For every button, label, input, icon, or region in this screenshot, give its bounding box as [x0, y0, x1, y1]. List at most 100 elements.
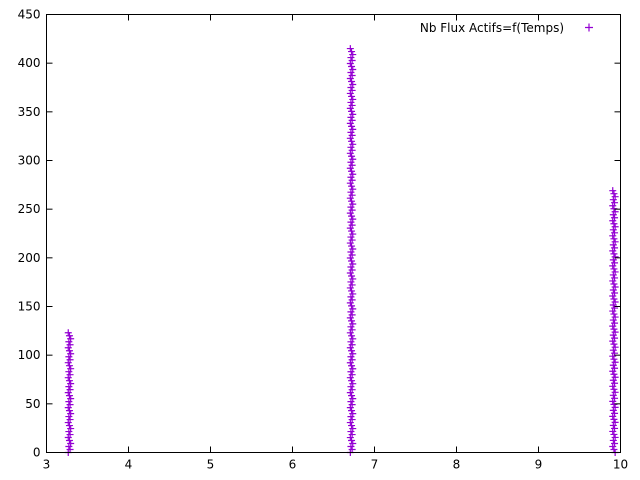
data-point	[64, 389, 72, 397]
y-tick-label: 450	[18, 8, 41, 22]
data-point	[347, 233, 355, 241]
data-point	[609, 421, 617, 429]
data-point	[609, 196, 617, 204]
data-point	[609, 241, 617, 249]
data-point	[609, 277, 617, 285]
data-point	[65, 428, 73, 436]
data-point	[347, 383, 355, 391]
data-point	[348, 377, 356, 385]
data-point	[609, 271, 617, 279]
data-point	[346, 314, 354, 322]
legend-label: Nb Flux Actifs=f(Temps)	[420, 21, 564, 35]
data-point	[610, 370, 618, 378]
data-point	[609, 376, 617, 384]
data-point	[609, 187, 617, 195]
data-point	[346, 434, 354, 442]
data-cluster	[64, 329, 75, 456]
data-point	[609, 412, 617, 420]
data-point	[610, 280, 618, 288]
data-point	[347, 323, 355, 331]
legend-plus-mark	[585, 23, 593, 32]
data-point	[64, 434, 72, 442]
data-point	[609, 436, 617, 444]
data-point	[348, 362, 356, 370]
data-point	[609, 331, 617, 339]
data-point	[610, 235, 618, 243]
data-point	[609, 427, 617, 435]
data-point	[346, 104, 354, 112]
data-point	[65, 362, 73, 370]
data-point	[348, 422, 356, 430]
legend-marker-icon	[585, 23, 593, 32]
data-point	[348, 242, 356, 250]
x-tick-label: 7	[371, 458, 379, 472]
data-point	[610, 385, 618, 393]
data-point	[348, 332, 356, 340]
y-axis: 0 50 100 150 200 250 300 350 400 450	[18, 8, 621, 460]
y-tick-label: 400	[18, 56, 41, 70]
data-point	[609, 211, 617, 219]
data-point	[346, 239, 354, 247]
data-point	[346, 269, 354, 277]
data-point	[65, 368, 73, 376]
data-point	[346, 419, 354, 427]
data-point	[609, 286, 617, 294]
data-point	[609, 247, 617, 255]
x-tick-label: 4	[125, 458, 133, 472]
data-point	[346, 89, 354, 97]
data-point	[610, 310, 618, 318]
data-point	[348, 392, 356, 400]
data-point	[348, 152, 356, 160]
data-point	[610, 355, 618, 363]
x-tick-label: 8	[453, 458, 461, 472]
data-point	[346, 45, 354, 53]
data-point	[610, 220, 618, 228]
data-point	[65, 398, 73, 406]
x-tick-label: 5	[207, 458, 215, 472]
data-point	[348, 122, 356, 130]
y-tick-label: 50	[25, 397, 40, 411]
data-point	[609, 391, 617, 399]
data-point	[610, 445, 618, 453]
data-point	[609, 217, 617, 225]
data-point	[346, 179, 354, 187]
y-tick-label: 150	[18, 300, 41, 314]
plot-frame	[46, 14, 621, 453]
data-point	[64, 329, 72, 337]
data-point	[348, 317, 356, 325]
x-tick-label: 9	[535, 458, 543, 472]
data-point	[609, 322, 617, 330]
data-point	[64, 404, 72, 412]
data-point	[65, 377, 73, 385]
data-point	[348, 92, 356, 100]
data-point	[347, 353, 355, 361]
data-point	[610, 415, 618, 423]
data-point	[346, 134, 354, 142]
data-point	[609, 292, 617, 300]
data-point	[347, 158, 355, 166]
data-point	[65, 413, 73, 421]
data-point	[346, 164, 354, 172]
data-point	[347, 278, 355, 286]
data-point	[347, 368, 355, 376]
data-point	[65, 347, 73, 355]
data-point	[346, 344, 354, 352]
data-point	[347, 263, 355, 271]
data-point	[346, 149, 354, 157]
data-point	[347, 98, 355, 106]
data-point	[610, 325, 618, 333]
data-point	[348, 302, 356, 310]
data-point	[347, 338, 355, 346]
data-point	[348, 347, 356, 355]
data-point	[610, 265, 618, 273]
data-point	[65, 383, 73, 391]
y-tick-label: 350	[18, 105, 41, 119]
data-point	[347, 443, 355, 451]
data-point	[347, 83, 355, 91]
y-tick-label: 0	[33, 446, 41, 460]
data-point	[347, 69, 355, 77]
data-point	[65, 338, 73, 346]
data-point	[346, 60, 354, 68]
data-point	[609, 202, 617, 210]
